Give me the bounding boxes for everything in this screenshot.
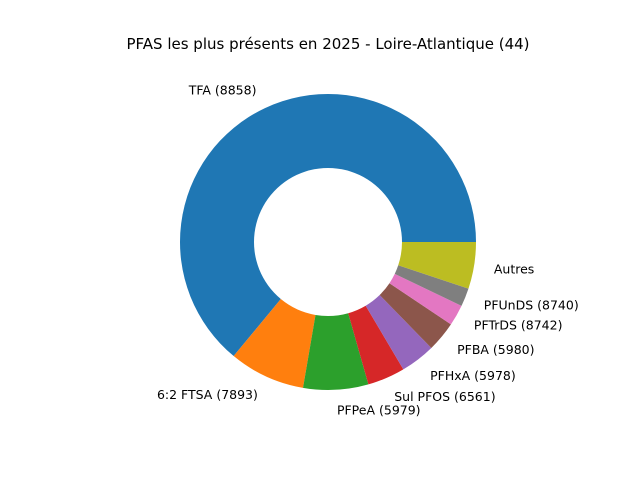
slice-label-sul-pfos-6561: Sul PFOS (6561) bbox=[394, 389, 495, 404]
slice-label-tfa-8858: TFA (8858) bbox=[188, 82, 257, 97]
chart-title: PFAS les plus présents en 2025 - Loire-A… bbox=[126, 35, 529, 53]
slice-pfunds-8740 bbox=[394, 265, 469, 306]
slice-label-pfba-5980: PFBA (5980) bbox=[457, 342, 534, 357]
slice-label-autres: Autres bbox=[494, 261, 534, 276]
slices-group bbox=[180, 94, 476, 390]
slice-autres bbox=[398, 242, 476, 289]
slice-pfba-5980 bbox=[379, 283, 451, 348]
slice-6-2-ftsa-7893 bbox=[233, 299, 316, 388]
slice-label-pfhxa-5978: PFHxA (5978) bbox=[430, 368, 516, 383]
slice-label-pfpea-5979: PFPeA (5979) bbox=[337, 402, 421, 417]
labels-group: TFA (8858) 6:2 FTSA (7893) PFPeA (5979)Sul… bbox=[157, 82, 579, 417]
slice-pfhxa-5978 bbox=[365, 294, 432, 370]
slice-label-pfunds-8740: PFUnDS (8740) bbox=[484, 297, 579, 312]
slice-label-6-2-ftsa-7893: 6:2 FTSA (7893) bbox=[157, 387, 258, 402]
slice-pftrds-8742 bbox=[389, 273, 462, 325]
slice-pfpea-5979 bbox=[303, 313, 369, 390]
slice-sul-pfos-6561 bbox=[348, 305, 404, 385]
slice-label-pftrds-8742: PFTrDS (8742) bbox=[474, 318, 563, 333]
slice-tfa-8858 bbox=[180, 94, 476, 357]
